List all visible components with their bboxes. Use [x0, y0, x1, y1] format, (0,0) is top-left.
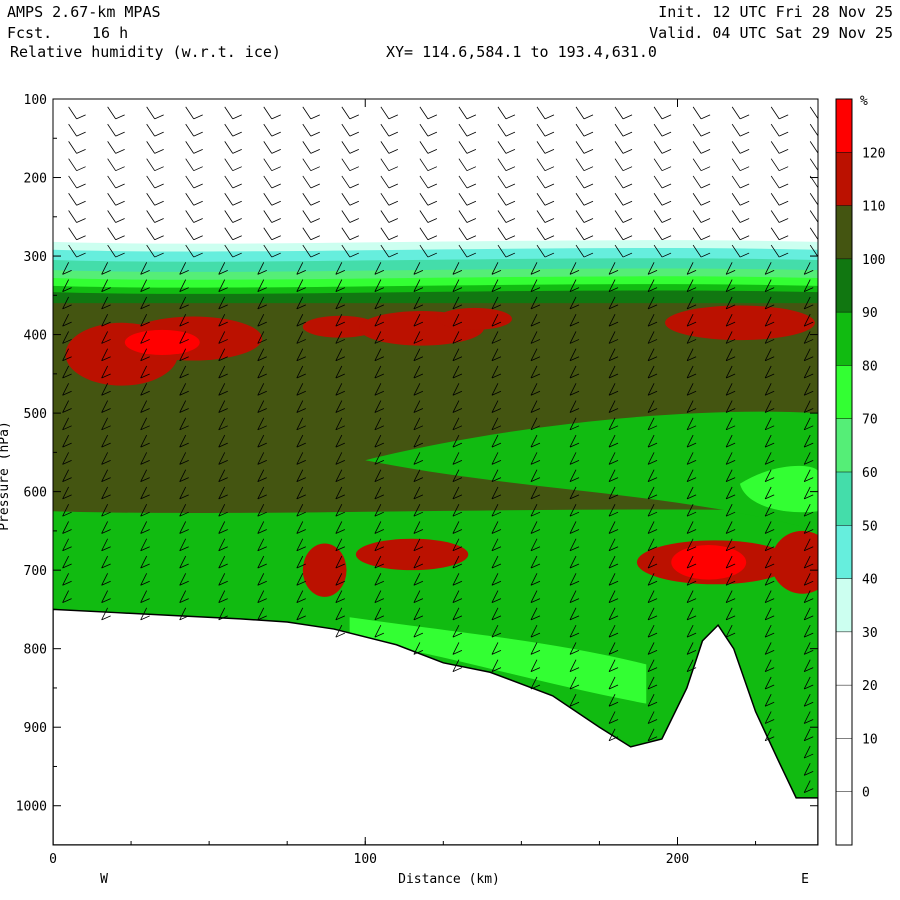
x-tick-label: 0 — [49, 852, 57, 867]
y-tick-label: 700 — [24, 564, 47, 579]
rh-supersat-patch-6 — [665, 305, 815, 341]
colorbar-unit: % — [860, 94, 868, 109]
terrain-surface — [53, 608, 818, 845]
wind-barbs — [62, 106, 818, 793]
init-time: Init. 12 UTC Fri 28 Nov 25 — [658, 3, 893, 21]
x-tick-label: 100 — [354, 852, 377, 867]
rh-supersat-patch-7 — [302, 543, 347, 597]
rh-supersat-patch-5 — [437, 307, 512, 330]
colorbar-segment — [836, 578, 852, 632]
y-tick-label: 300 — [24, 250, 47, 265]
x-axis-title: Distance (km) — [398, 872, 500, 887]
colorbar-level-label: 20 — [862, 679, 878, 694]
colorbar-segment — [836, 99, 852, 153]
colorbar-segment — [836, 258, 852, 313]
colorbar-level-label: 0 — [862, 786, 870, 801]
rh-supersat-patch-2 — [124, 329, 200, 355]
colorbar-level-label: 30 — [862, 626, 878, 641]
colorbar-segment — [836, 525, 852, 579]
rh-mid-bright-area — [739, 465, 818, 513]
y-tick-label: 200 — [24, 172, 47, 187]
y-tick-label: 400 — [24, 329, 47, 344]
colorbar-level-label: 40 — [862, 573, 878, 588]
rh-band-7 — [53, 290, 818, 304]
colorbar-level-label: 80 — [862, 359, 878, 374]
colorbar-level-label: 100 — [862, 253, 885, 268]
colorbar-segment — [836, 205, 852, 259]
plot-frame — [52, 98, 819, 846]
forecast-label: Fcst. — [7, 24, 53, 42]
valid-time: Valid. 04 UTC Sat 29 Nov 25 — [649, 24, 893, 42]
rh-supersat-patch-10 — [671, 545, 747, 580]
colorbar-level-label: 120 — [862, 146, 885, 161]
y-axis-title: Pressure (hPa) — [0, 421, 12, 531]
y-tick-label: 800 — [24, 643, 47, 658]
colorbar-level-label: 110 — [862, 200, 885, 215]
rh-supersat-patch-8 — [355, 538, 469, 571]
colorbar-segment — [836, 418, 852, 472]
colorbar-segment — [836, 312, 852, 366]
colorbar-segment — [836, 631, 852, 686]
x-end-label-right: E — [801, 872, 809, 887]
rh-supersat-patch-3 — [302, 315, 378, 338]
y-tick-label: 1000 — [16, 800, 47, 815]
x-tick-label: 200 — [666, 852, 689, 867]
colorbar-level-label: 70 — [862, 413, 878, 428]
colorbar-level-label: 60 — [862, 466, 878, 481]
colorbar-segment — [836, 365, 852, 419]
colorbar-level-label: 90 — [862, 306, 878, 321]
y-tick-label: 900 — [24, 721, 47, 736]
colorbar-segment — [836, 685, 852, 739]
x-end-label-left: W — [100, 872, 108, 887]
colorbar-level-label: 10 — [862, 732, 878, 747]
y-tick-label: 600 — [24, 486, 47, 501]
rh-mid-moist-area — [365, 411, 818, 531]
y-tick-label: 100 — [24, 93, 47, 108]
forecast-value: 16 h — [92, 24, 129, 42]
colorbar-segment — [836, 472, 852, 526]
colorbar-segment — [836, 738, 852, 792]
y-tick-label: 500 — [24, 407, 47, 422]
cross-section-endpoints: XY= 114.6,584.1 to 193.4,631.0 — [386, 43, 657, 61]
field-title: Relative humidity (w.r.t. ice) — [10, 43, 281, 61]
colorbar-level-label: 50 — [862, 519, 878, 534]
rh-supersat-patch-11 — [771, 530, 818, 594]
model-title: AMPS 2.67-km MPAS — [7, 3, 161, 21]
colorbar-segment — [836, 791, 852, 845]
colorbar-segment — [836, 152, 852, 206]
plot-area — [53, 106, 818, 845]
